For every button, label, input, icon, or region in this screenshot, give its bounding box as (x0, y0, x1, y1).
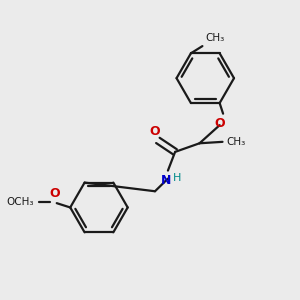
Text: CH₃: CH₃ (205, 33, 224, 43)
Text: N: N (160, 174, 171, 187)
Text: O: O (49, 187, 60, 200)
Text: OCH₃: OCH₃ (7, 197, 34, 207)
Text: H: H (173, 173, 181, 183)
Text: O: O (214, 117, 225, 130)
Text: CH₃: CH₃ (226, 137, 245, 147)
Text: O: O (149, 125, 160, 138)
